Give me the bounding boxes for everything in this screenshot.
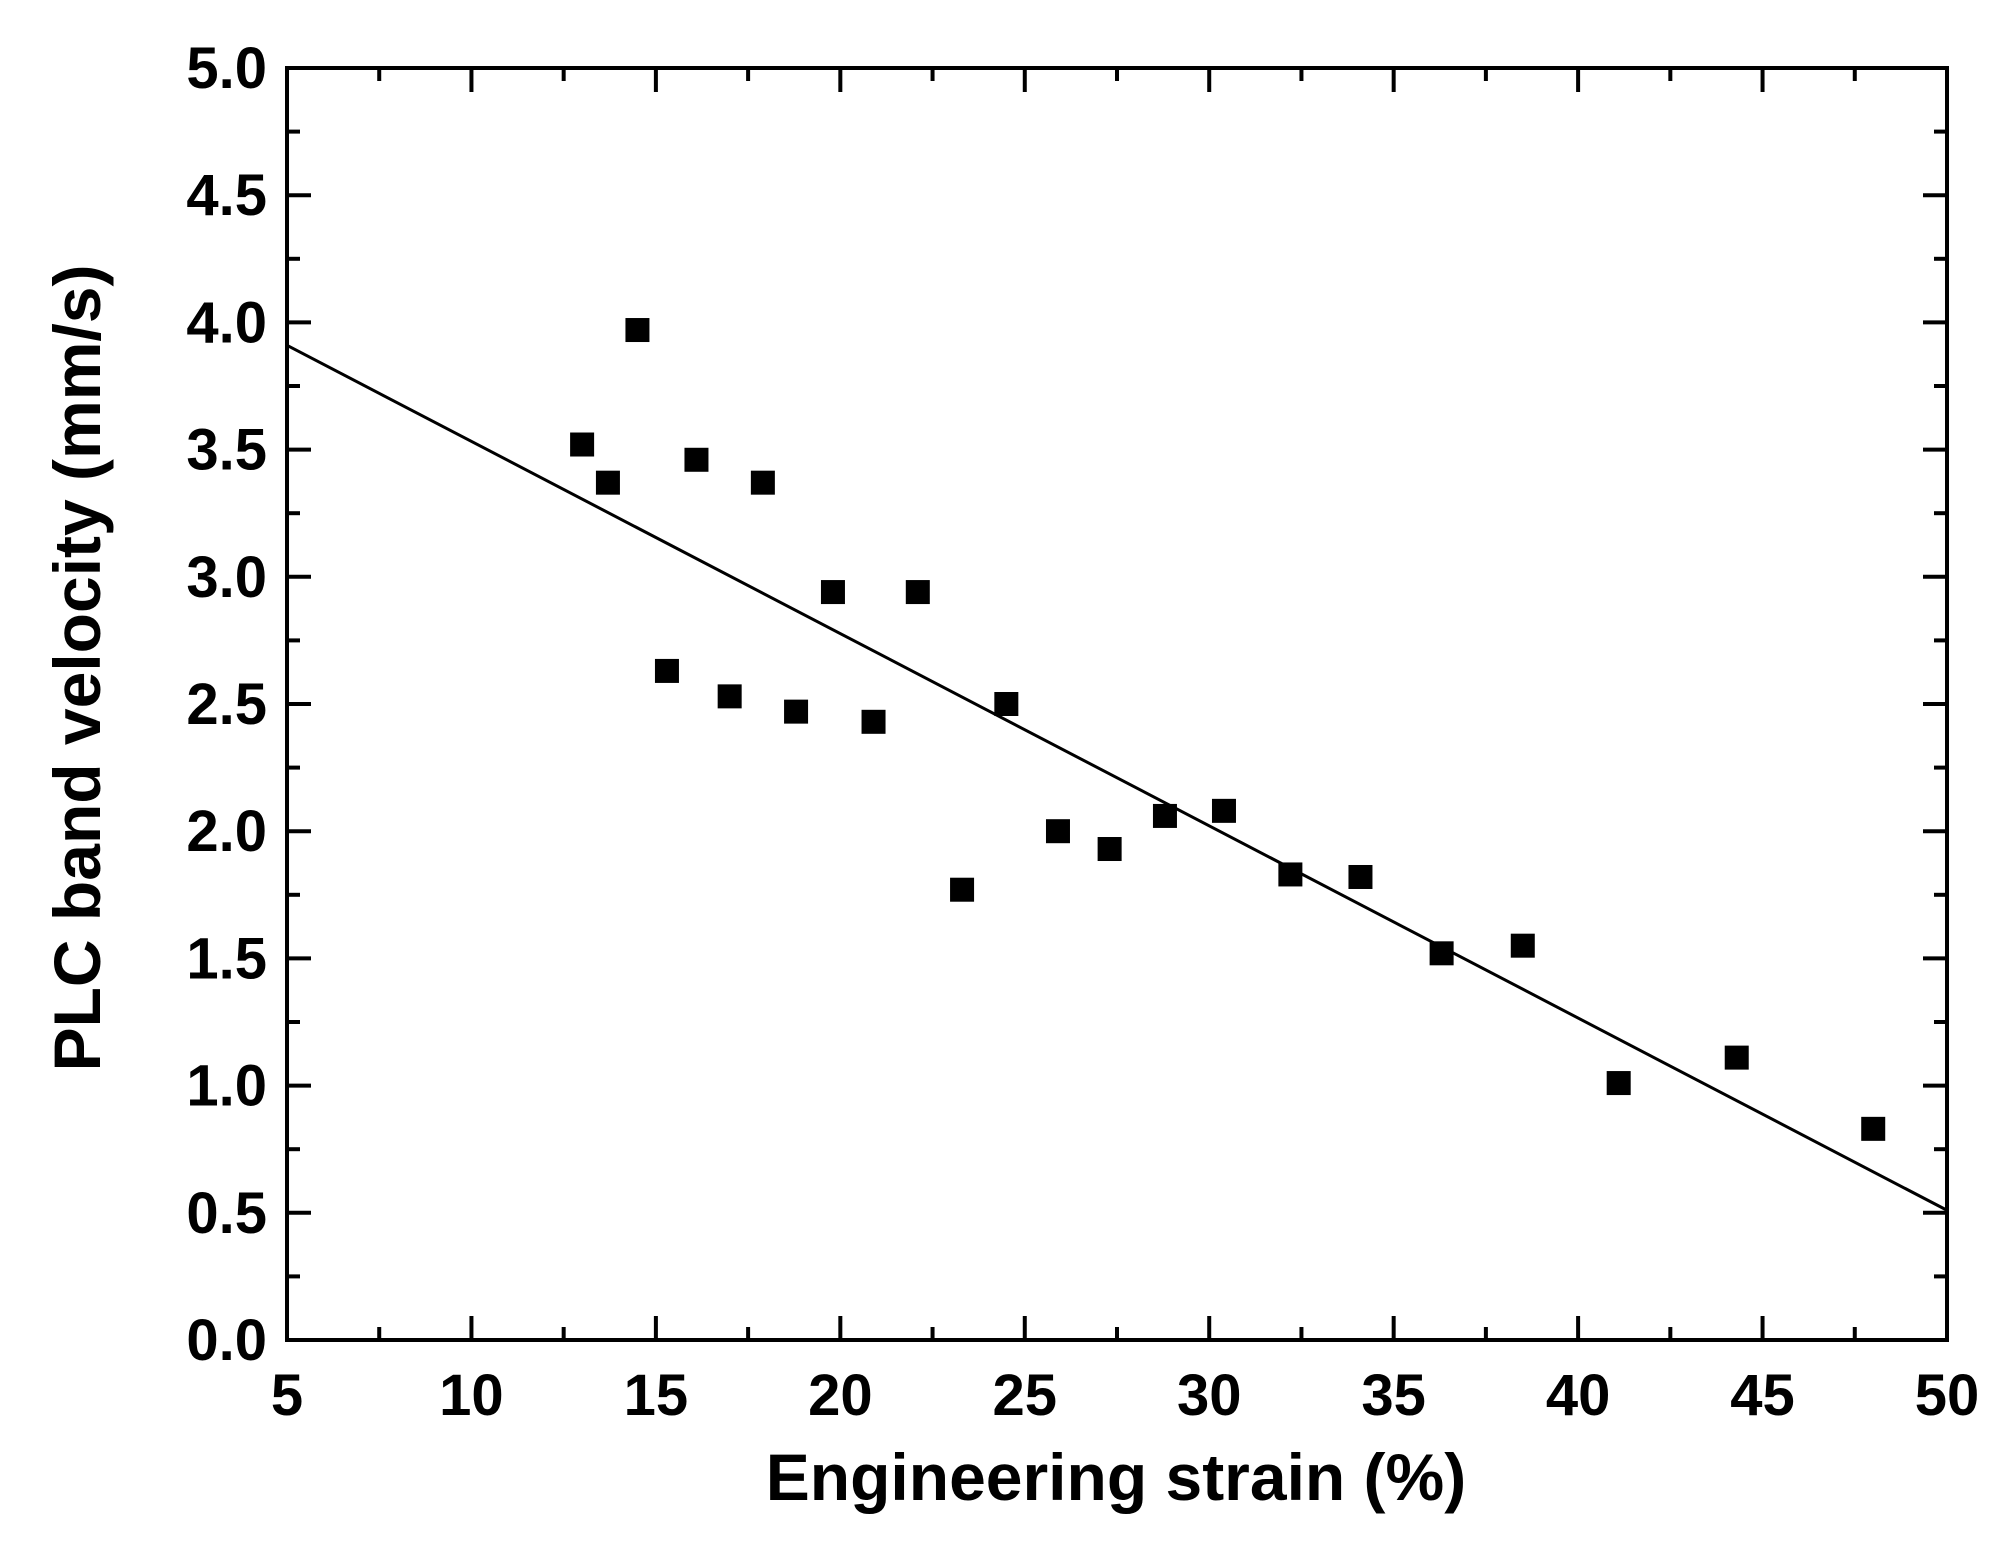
scatter-point [1861, 1116, 1886, 1141]
scatter-point [654, 658, 679, 683]
scatter-point [684, 447, 709, 472]
y-tick-label: 4.5 [186, 163, 267, 228]
y-tick-label: 4.0 [186, 290, 267, 355]
axes: 5 10 15 20 25 30 35 40 45 50 0.0 0.5 1.0 1.5 2.0 2.5 3.0… [186, 36, 1979, 1428]
y-axis-title: PLC band velocity (mm/s) [40, 265, 114, 1072]
scatter-point [950, 877, 975, 902]
y-tick-label: 0.0 [186, 1308, 267, 1373]
x-tick-label: 10 [439, 1363, 504, 1428]
y-tick-label: 3.0 [186, 545, 267, 610]
x-tick-label: 15 [624, 1363, 689, 1428]
x-axis-title: Engineering strain (%) [766, 1440, 1466, 1514]
x-tick-label: 30 [1177, 1363, 1242, 1428]
x-tick-label: 20 [808, 1363, 873, 1428]
y-tick-label: 3.5 [186, 418, 267, 483]
scatter-point [1097, 837, 1122, 862]
scatter-point [1724, 1045, 1749, 1070]
y-tick-label: 0.5 [186, 1181, 267, 1246]
x-tick-label: 25 [993, 1363, 1058, 1428]
scatter-point [1211, 798, 1236, 823]
x-tick-label: 50 [1915, 1363, 1980, 1428]
scatter-point [905, 580, 930, 605]
scatter-point [1348, 864, 1373, 889]
y-tick-label: 1.5 [186, 926, 267, 991]
y-tick-label: 2.5 [186, 672, 267, 737]
scatter-point [784, 699, 809, 724]
y-tick-label: 2.0 [186, 799, 267, 864]
scatter-point [570, 432, 595, 457]
x-tick-label: 5 [271, 1363, 303, 1428]
plot-frame [285, 66, 1949, 1342]
scatter-point [625, 318, 650, 343]
x-tick-label: 35 [1361, 1363, 1426, 1428]
fit-line-layer [286, 343, 1948, 1212]
scatter-point [1429, 941, 1454, 966]
scatter-point [750, 470, 775, 495]
scatter-point [1606, 1071, 1631, 1096]
scatter-point [1045, 819, 1070, 844]
x-tick-label: 40 [1546, 1363, 1611, 1428]
scatter-point [1152, 803, 1177, 828]
scatter-point [820, 580, 845, 605]
y-tick-label: 5.0 [186, 36, 267, 101]
y-tick-label: 1.0 [186, 1054, 267, 1119]
x-tick-label: 45 [1730, 1363, 1795, 1428]
scatter-point [595, 470, 620, 495]
scatter-point [717, 684, 742, 709]
scatter-point [1278, 862, 1303, 887]
fit-line [286, 343, 1948, 1212]
scatter-points-layer [570, 318, 1886, 1141]
scatter-point [861, 709, 886, 734]
scatter-point [994, 692, 1019, 716]
scatter-point [1510, 933, 1535, 958]
